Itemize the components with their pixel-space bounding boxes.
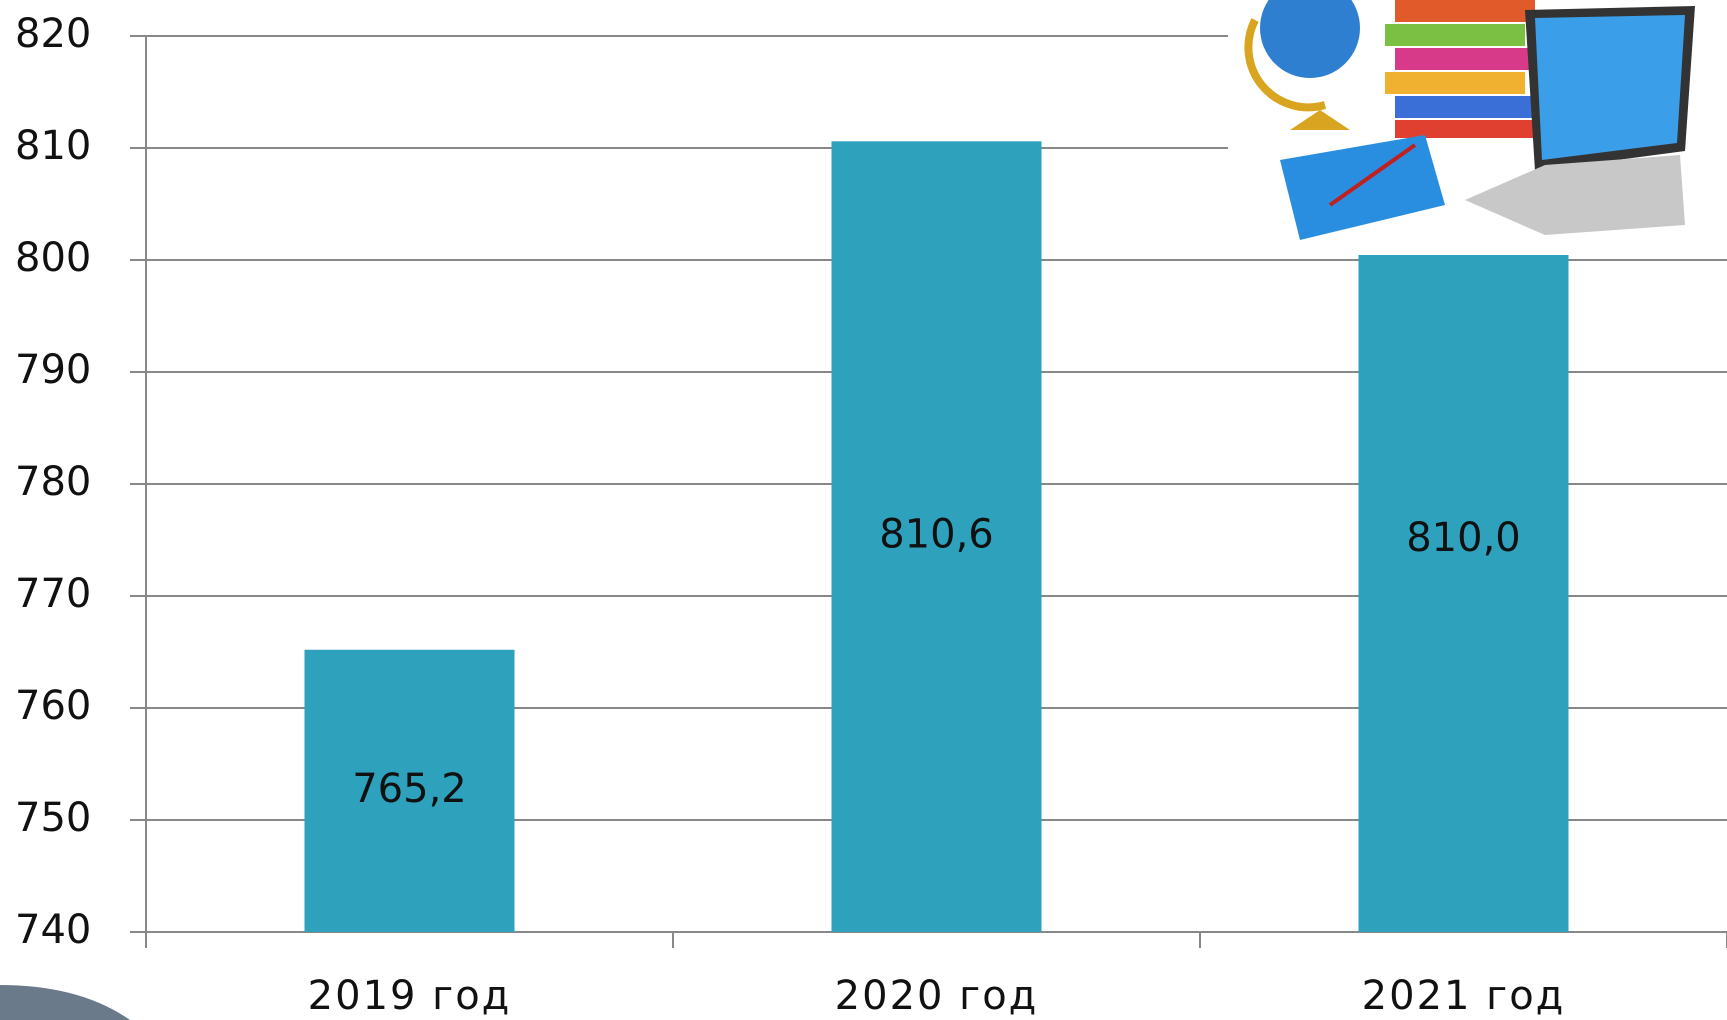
data-label: 765,2 [352, 766, 467, 812]
bar [831, 141, 1042, 932]
y-tick-label: 740 [15, 907, 91, 953]
bar [1358, 148, 1569, 932]
y-tick-label: 800 [15, 235, 91, 281]
y-tick-label: 810 [15, 123, 91, 169]
plot-area: 740 750 760 770 780 790 800 810 820 2019 год 765,2… [15, 11, 1727, 1019]
y-tick-label: 760 [15, 683, 91, 729]
x-tick-label: 2020 год [835, 973, 1039, 1019]
data-label: 810,0 [1406, 515, 1521, 561]
y-tick-label: 820 [15, 11, 91, 57]
y-tick-label: 750 [15, 795, 91, 841]
y-tick-label: 770 [15, 571, 91, 617]
data-label: 810,6 [879, 512, 994, 558]
bar [304, 649, 515, 932]
y-tick-label: 790 [15, 347, 91, 393]
y-tick-label: 780 [15, 459, 91, 505]
x-tick-label: 2021 год [1362, 973, 1566, 1019]
x-tick-label: 2019 год [308, 973, 512, 1019]
